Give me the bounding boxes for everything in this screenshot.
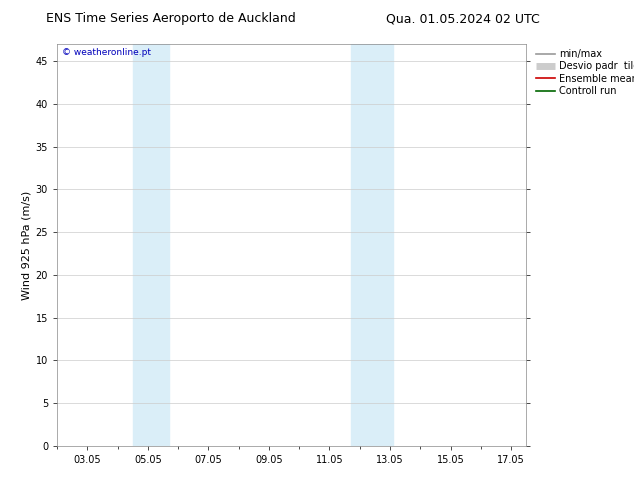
Bar bbox=[133, 44, 169, 446]
Text: © weatheronline.pt: © weatheronline.pt bbox=[61, 48, 151, 57]
Text: ENS Time Series Aeroporto de Auckland: ENS Time Series Aeroporto de Auckland bbox=[46, 12, 296, 25]
Bar bbox=[351, 44, 393, 446]
Y-axis label: Wind 925 hPa (m/s): Wind 925 hPa (m/s) bbox=[22, 191, 31, 299]
Legend: min/max, Desvio padr  tilde;o, Ensemble mean run, Controll run: min/max, Desvio padr tilde;o, Ensemble m… bbox=[536, 49, 634, 96]
Text: Qua. 01.05.2024 02 UTC: Qua. 01.05.2024 02 UTC bbox=[386, 12, 540, 25]
